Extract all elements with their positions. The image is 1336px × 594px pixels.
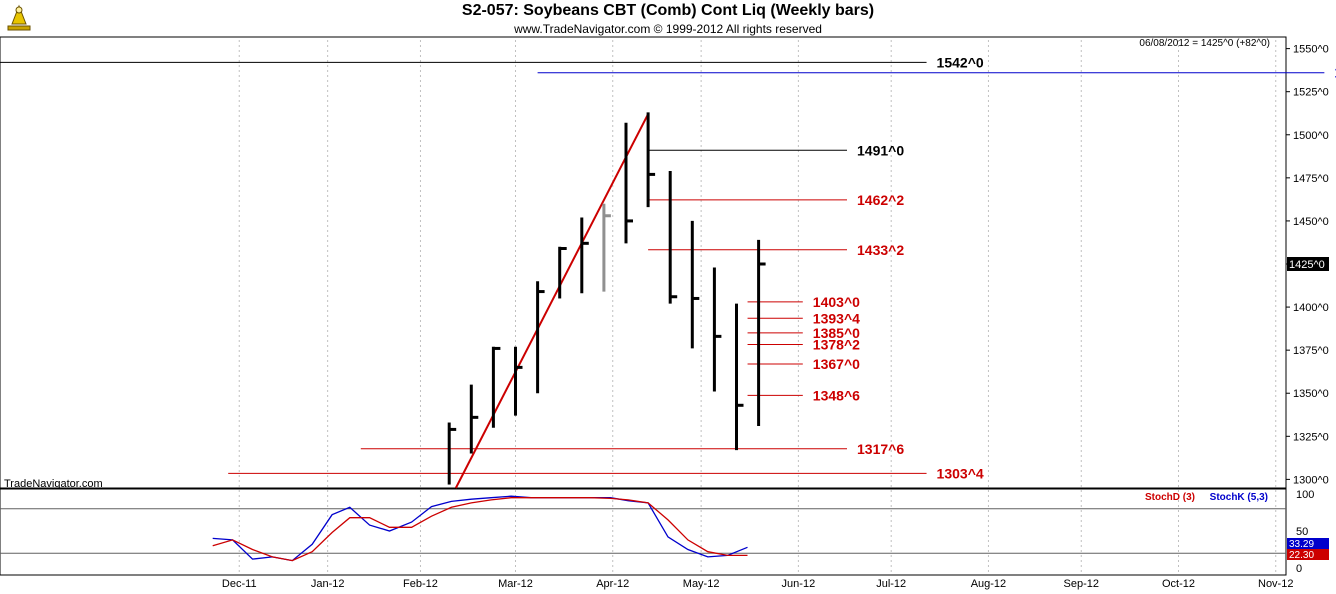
x-tick-label: Sep-12	[1064, 578, 1099, 590]
x-tick-label: Apr-12	[596, 578, 629, 590]
y-tick-label: 1550^0	[1293, 44, 1329, 56]
stochD-legend: StochD (3)	[1145, 492, 1195, 503]
current-price-box	[1287, 257, 1329, 271]
stoch-y-tick-label: 0	[1296, 563, 1302, 575]
stochK-value-box	[1287, 538, 1329, 549]
x-tick-label: Jan-12	[311, 578, 345, 590]
stoch-series-line	[212, 497, 748, 562]
stochK-value: 33.29	[1289, 539, 1314, 550]
stoch-series-line	[212, 495, 748, 562]
level-label: 1367^0	[813, 356, 860, 372]
stochD-value: 22.30	[1289, 550, 1314, 561]
x-tick-label: Oct-12	[1162, 578, 1195, 590]
current-price-label: 1425^0	[1289, 259, 1325, 271]
watermark-text: TradeNavigator.com	[4, 478, 103, 490]
y-tick-label: 1475^0	[1293, 173, 1329, 185]
y-tick-label: 1300^0	[1293, 474, 1329, 486]
stoch-y-tick-label: 100	[1296, 489, 1314, 501]
level-label: 1393^4	[813, 310, 860, 326]
y-tick-label: 1325^0	[1293, 431, 1329, 443]
stoch-y-tick-label: 50	[1296, 526, 1308, 538]
y-tick-label: 1500^0	[1293, 130, 1329, 142]
level-label: 1348^6	[813, 387, 860, 403]
level-label: 1378^2	[813, 337, 860, 353]
y-tick-label: 1400^0	[1293, 302, 1329, 314]
level-label: 1433^2	[857, 242, 904, 258]
level-label: 1403^0	[813, 294, 860, 310]
chart-title: S2-057: Soybeans CBT (Comb) Cont Liq (We…	[461, 2, 875, 19]
stochD-value-box	[1287, 549, 1329, 560]
x-tick-label: Mar-12	[498, 578, 533, 590]
stochK-legend: StochK (5,3)	[1210, 492, 1268, 503]
y-tick-label: 1450^0	[1293, 216, 1329, 228]
x-tick-label: Feb-12	[403, 578, 438, 590]
price-panel-frame	[0, 36, 1287, 489]
stoch-panel-frame	[0, 488, 1287, 576]
y-tick-label: 1350^0	[1293, 388, 1329, 400]
tradenavigator-logo	[4, 2, 34, 32]
x-tick-label: Jun-12	[782, 578, 816, 590]
x-tick-label: May-12	[683, 578, 720, 590]
x-tick-label: Jul-12	[876, 578, 906, 590]
level-label: 1491^0	[857, 142, 904, 158]
x-tick-label: Dec-11	[222, 578, 257, 590]
x-tick-label: Aug-12	[971, 578, 1006, 590]
y-tick-label: 1375^0	[1293, 345, 1329, 357]
uptrend-line	[454, 113, 649, 489]
level-label: 1462^2	[857, 192, 904, 208]
level-label: 1385^0	[813, 325, 860, 341]
last-price-info: 06/08/2012 = 1425^0 (+82^0)	[1139, 38, 1270, 49]
y-tick-label: 1525^0	[1293, 87, 1329, 99]
level-label: 1542^0	[937, 54, 984, 70]
level-label: 1536^0	[1334, 65, 1336, 82]
x-tick-label: Nov-12	[1258, 578, 1293, 590]
copyright-subtitle: www.TradeNavigator.com © 1999-2012 All r…	[514, 22, 822, 36]
level-label: 1303^4	[937, 465, 984, 481]
level-label: 1317^6	[857, 441, 904, 457]
